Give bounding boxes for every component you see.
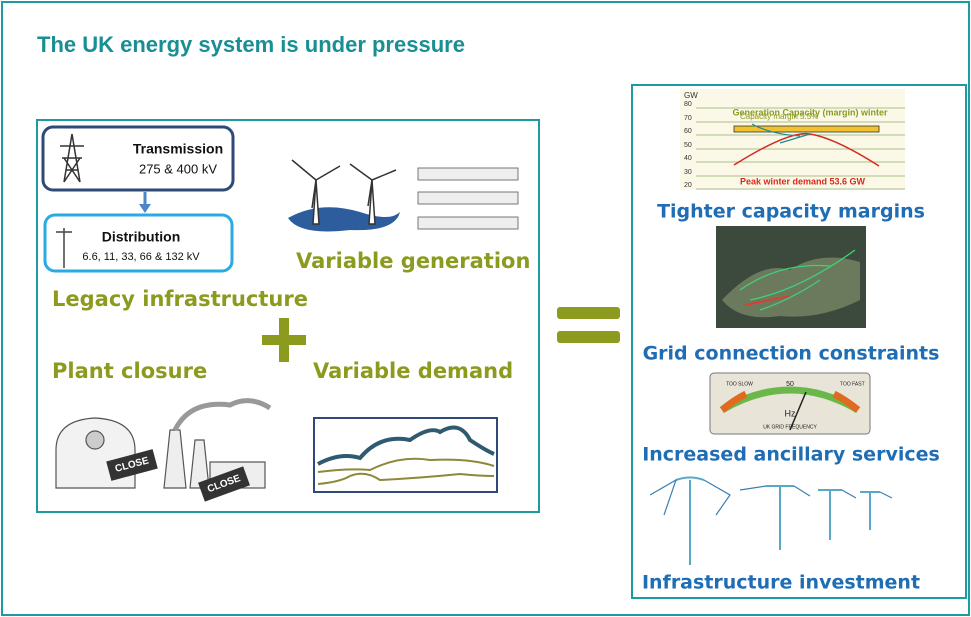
gauge-caption: UK GRID FREQUENCY (763, 424, 817, 430)
solar-panels (418, 168, 518, 229)
grid-map (716, 226, 866, 328)
transmission-title: Transmission (133, 141, 223, 157)
tick: 60 (684, 128, 692, 135)
slide: The UK energy system is under pressure T… (0, 0, 971, 617)
item: Tighter capacity margins (657, 201, 925, 223)
gauge-unit: Hz (785, 408, 796, 418)
tick: 70 (684, 115, 692, 122)
tick: 40 (684, 155, 692, 162)
chart-unit: GW (684, 91, 698, 100)
frequency-gauge: 50 Hz UK GRID FREQUENCY TOO SLOW TOO FAS… (710, 373, 870, 434)
gauge-fast: TOO FAST (840, 381, 865, 387)
demand-label: Peak winter demand 53.6 GW (740, 176, 866, 186)
item: Grid connection constraints (643, 343, 940, 365)
distribution-voltage: 6.6, 11, 33, 66 & 132 kV (82, 251, 200, 263)
page: {"header": {"title": "The UK energy syst… (0, 0, 971, 617)
distribution-title: Distribution (102, 229, 181, 245)
label: Variable generation (296, 249, 530, 273)
tick: 50 (684, 142, 692, 149)
item: Infrastructure investment (642, 572, 920, 594)
transmission-voltage: 275 & 400 kV (139, 161, 217, 176)
margin-label: Capacity margin 5.5% (740, 112, 818, 121)
gauge-center: 50 (786, 381, 794, 388)
gauge-slow: TOO SLOW (726, 381, 753, 387)
equals-bar (557, 331, 620, 343)
equals-bar (557, 307, 620, 319)
tick: 80 (684, 101, 692, 108)
title: The UK energy system is under pressure (37, 32, 465, 57)
tick: 30 (684, 169, 692, 176)
item: Increased ancillary services (642, 444, 940, 466)
tick: 20 (684, 182, 692, 189)
label: Legacy infrastructure (52, 287, 308, 311)
label: Plant closure (52, 359, 207, 383)
capacity-chart: GW Generation Capacity (margin) winter 8… (680, 89, 905, 190)
label: Variable demand (313, 359, 513, 383)
